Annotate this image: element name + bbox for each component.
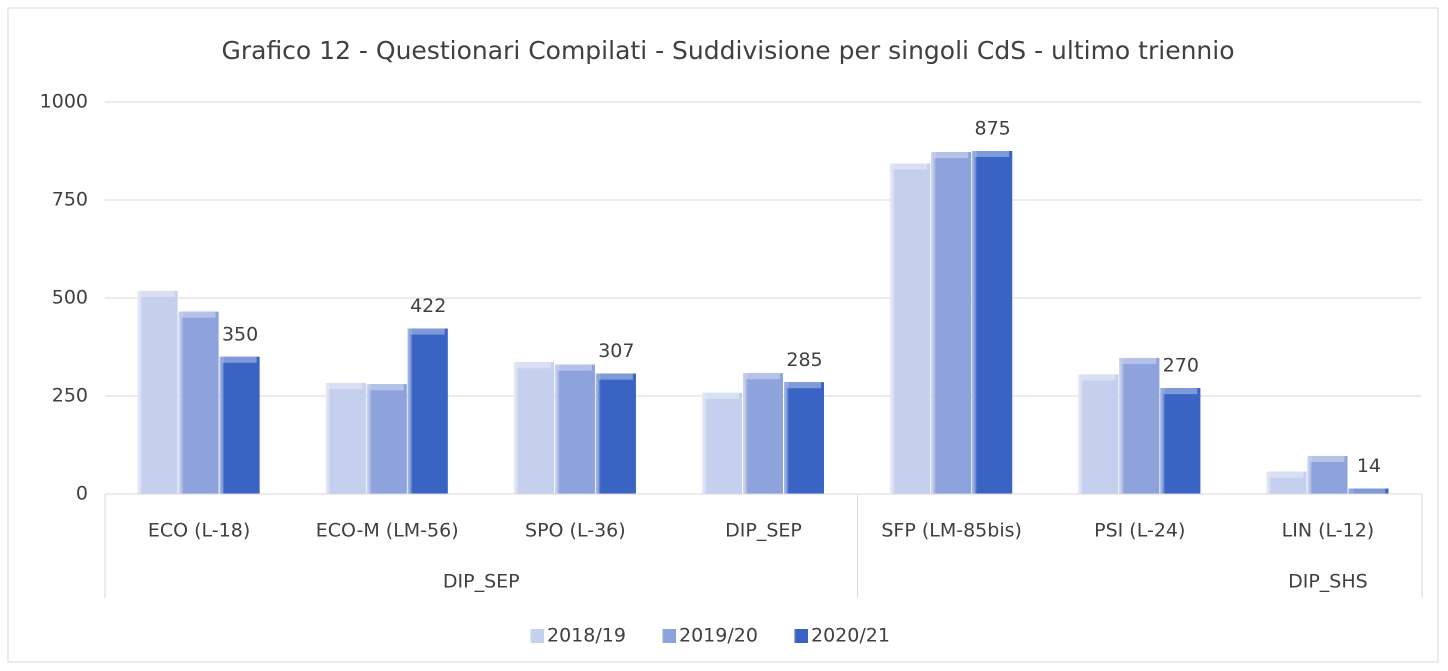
bar-group (366, 384, 407, 494)
bar-group (1348, 488, 1389, 494)
bar-cap (410, 328, 445, 335)
legend-label: 2020/21 (811, 625, 890, 647)
bar-cap (1081, 374, 1116, 381)
legend-swatch-shade (794, 629, 808, 643)
bar-group (1160, 388, 1201, 494)
bar-shade (1160, 388, 1201, 494)
data-label: 14 (1357, 455, 1381, 477)
legend-label: 2018/19 (547, 625, 626, 647)
bar-group (407, 328, 448, 494)
bar-cap (893, 163, 928, 170)
bar-cap (369, 384, 404, 391)
bar-shade (137, 290, 178, 494)
legend-label: 2019/20 (679, 625, 758, 647)
bar-cap (598, 373, 633, 380)
bar-shade (325, 383, 366, 494)
bar-shade (1078, 374, 1119, 494)
x-tick-label: LIN (L-12) (1282, 520, 1375, 542)
bar-shade (219, 356, 260, 494)
bar-shade (1348, 488, 1389, 494)
bar-shade (513, 362, 554, 494)
x-tick-label: SPO (L-36) (525, 520, 626, 542)
x-tick-label: SFP (LM-85bis) (881, 520, 1022, 542)
bar-group (743, 373, 783, 494)
bar-group (178, 311, 219, 494)
bar-group (1078, 374, 1119, 494)
legend-swatch-shade (662, 629, 676, 643)
bar-group (784, 382, 824, 494)
y-tick-label: 500 (52, 287, 88, 309)
bar-shade (554, 364, 595, 494)
x-tick-label: ECO (L-18) (148, 520, 250, 542)
data-label: 875 (975, 118, 1011, 140)
bar-group (513, 362, 554, 494)
bar-cap (975, 151, 1010, 157)
bar-group (1119, 357, 1160, 494)
y-tick-label: 0 (76, 483, 88, 505)
bar-shade (784, 382, 824, 494)
bar-shade (407, 328, 448, 494)
chart-border (7, 7, 1439, 663)
bar-cap (1122, 357, 1157, 364)
y-tick-label: 750 (52, 189, 88, 211)
bar-cap (934, 152, 969, 159)
data-label: 307 (598, 340, 634, 362)
x-tick-label: PSI (L-24) (1094, 520, 1185, 542)
bar-cap (557, 364, 592, 371)
bar-group (702, 392, 742, 494)
group-label: DIP_SEP (443, 571, 520, 593)
bar-cap (181, 311, 216, 318)
bar-shade (366, 384, 407, 494)
bar-group (890, 163, 931, 494)
data-label: 270 (1163, 355, 1199, 377)
bar-cap (140, 290, 175, 297)
data-label: 422 (410, 295, 446, 317)
bar-shade (702, 392, 742, 494)
bar-shade (890, 163, 931, 494)
bar-cap (1351, 488, 1386, 494)
y-tick-label: 250 (52, 385, 88, 407)
bar-cap (787, 382, 821, 389)
bar-group (137, 290, 178, 494)
bar-cap (328, 383, 363, 390)
bar-cap (1269, 471, 1304, 478)
bar-shade (1266, 471, 1307, 494)
bar-group (1266, 471, 1307, 494)
bar-cap (746, 373, 780, 380)
bar-cap (1163, 388, 1198, 395)
bar-shade (1119, 357, 1160, 494)
bar-cap (516, 362, 551, 369)
bar-group (931, 152, 972, 494)
data-label: 285 (786, 349, 822, 371)
bar-shade (972, 151, 1013, 494)
bar-group (1307, 455, 1348, 494)
bar-cap (1310, 455, 1345, 462)
data-label: 350 (222, 323, 258, 345)
y-tick-label: 1000 (40, 91, 88, 113)
bar-shade (595, 373, 636, 494)
chart-title: Grafico 12 - Questionari Compilati - Sud… (221, 36, 1234, 65)
bar-group (219, 356, 260, 494)
bar-cap (222, 356, 257, 363)
bar-group (595, 373, 636, 494)
bar-cap (705, 392, 739, 399)
legend-swatch-shade (530, 629, 544, 643)
bar-group (554, 364, 595, 494)
bar-shade (743, 373, 783, 494)
bar-group (325, 383, 366, 494)
x-tick-label: ECO-M (LM-56) (316, 520, 459, 542)
bar-shade (1307, 455, 1348, 494)
x-tick-label: DIP_SEP (725, 520, 802, 542)
bar-shade (178, 311, 219, 494)
bar-group (972, 151, 1013, 494)
bar-shade (931, 152, 972, 494)
group-label: DIP_SHS (1288, 571, 1368, 593)
